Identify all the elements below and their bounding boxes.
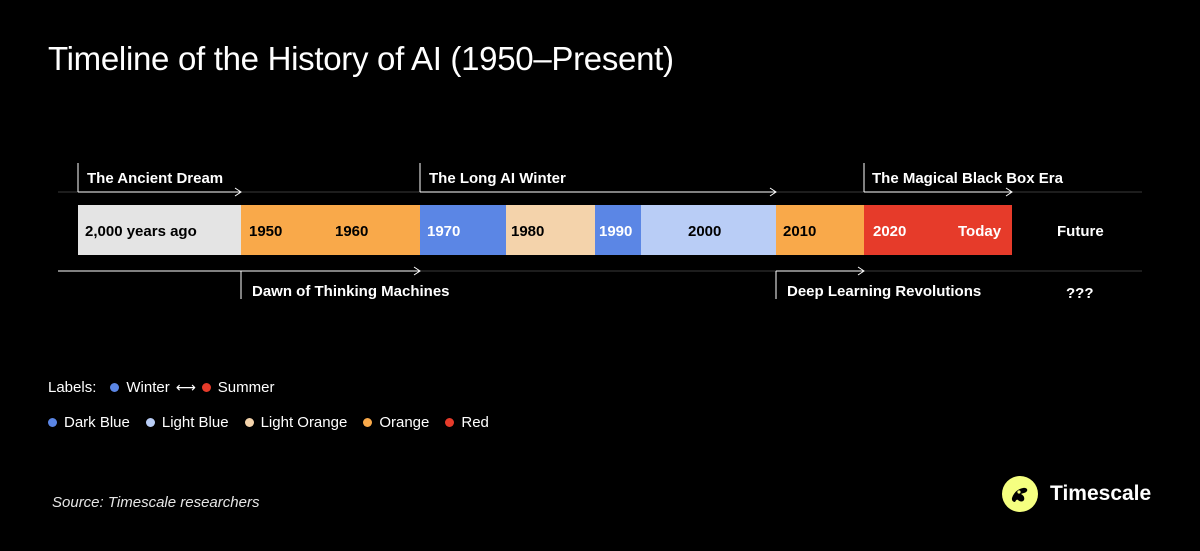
timeline-segment: 1950 1960 xyxy=(241,205,420,255)
segment-bar xyxy=(78,205,241,255)
timeline-segment: 1980 xyxy=(506,205,595,255)
legend-item: Light Blue xyxy=(145,414,229,431)
segment-label: 1990 xyxy=(599,223,632,240)
arrow-head xyxy=(857,266,865,276)
segment-label: 1970 xyxy=(427,223,460,240)
legend-item: Orange xyxy=(363,414,429,431)
legend-labels-title: Labels: xyxy=(48,379,97,396)
legend-item-label: Light Orange xyxy=(260,414,348,431)
era-marker-top: The Magical Black Box Era xyxy=(863,163,1064,197)
legend-colors-row: Dark Blue Light Blue Light Orange Orange Red xyxy=(48,414,505,431)
page-title: Timeline of the History of AI (1950–Pres… xyxy=(48,40,674,77)
era-marker-top: The Long AI Winter xyxy=(419,163,777,197)
arrow-head xyxy=(769,187,777,197)
era-label: The Ancient Dream xyxy=(87,170,223,187)
legend-dot-icon xyxy=(244,418,254,427)
era-marker-bottom: Deep Learning Revolutions xyxy=(775,266,981,300)
timeline-segment: 1970 xyxy=(420,205,506,255)
legend-item-label: Light Blue xyxy=(161,414,229,431)
era-label: Deep Learning Revolutions xyxy=(787,283,981,300)
legend-item-label: Orange xyxy=(379,414,430,431)
brand-logo: Timescale xyxy=(1002,476,1151,512)
arrow-head xyxy=(1005,187,1013,197)
era-label: The Magical Black Box Era xyxy=(872,170,1064,187)
segment-bar xyxy=(241,205,420,255)
segment-label: 2,000 years ago xyxy=(85,223,197,240)
double-arrow-icon: ⟷ xyxy=(175,379,196,395)
legend-dot-icon xyxy=(48,418,57,427)
segment-bar xyxy=(420,205,506,255)
segment-label: 1950 xyxy=(249,223,282,240)
arrow-head xyxy=(234,187,242,197)
summer-dot-icon xyxy=(201,383,211,392)
era-label: The Long AI Winter xyxy=(429,170,566,187)
legend-item: Red xyxy=(445,414,489,431)
segment-bar xyxy=(776,205,864,255)
segment-bar xyxy=(506,205,595,255)
era-label: Dawn of Thinking Machines xyxy=(252,283,450,300)
future-label: Future xyxy=(1057,223,1104,240)
legend-summer: Summer xyxy=(217,379,275,396)
legend-winter: Winter xyxy=(126,379,170,396)
arrow-head xyxy=(413,266,421,276)
segment-label: 1960 xyxy=(335,223,368,240)
future-note: ??? xyxy=(1066,285,1094,302)
segment-bar xyxy=(864,205,1012,255)
era-markers: The Ancient Dream The Long AI Winter The M… xyxy=(58,163,1064,300)
legend-dot-icon xyxy=(363,418,373,427)
legend-dot-icon xyxy=(445,418,455,427)
timeline-segment: 1990 xyxy=(595,205,641,255)
legend-item: Dark Blue xyxy=(48,414,130,431)
segment-label: 1980 xyxy=(511,223,544,240)
timeline-segments: 2,000 years ago 1950 1960 1970 1980 1990 2000 2… xyxy=(78,205,1104,302)
segment-label: Today xyxy=(958,223,1002,240)
segment-label: 2020 xyxy=(873,223,906,240)
brand-name: Timescale xyxy=(1050,482,1152,505)
era-marker-bottom: Dawn of Thinking Machines xyxy=(58,266,450,300)
timescale-logo-icon xyxy=(1002,476,1038,512)
legend-scale-row: Labels: Winter ⟷ Summer xyxy=(48,379,274,396)
segment-label: 2000 xyxy=(688,223,721,240)
timeline-segment: 2000 xyxy=(641,205,776,255)
timeline-segment: 2010 xyxy=(776,205,864,255)
legend-dot-icon xyxy=(145,418,155,427)
source-note: Source: Timescale researchers xyxy=(52,494,260,511)
segment-bar xyxy=(641,205,776,255)
winter-dot-icon xyxy=(110,383,120,392)
legend-item: Light Orange xyxy=(244,414,348,431)
segment-label: 2010 xyxy=(783,223,816,240)
legend-item-label: Red xyxy=(461,414,489,431)
legend-item-label: Dark Blue xyxy=(64,414,130,431)
timeline-segment: 2,000 years ago xyxy=(78,205,241,255)
segment-bar xyxy=(595,205,641,255)
era-marker-top: The Ancient Dream xyxy=(77,163,242,197)
timeline-segment: 2020 Today xyxy=(864,205,1012,255)
